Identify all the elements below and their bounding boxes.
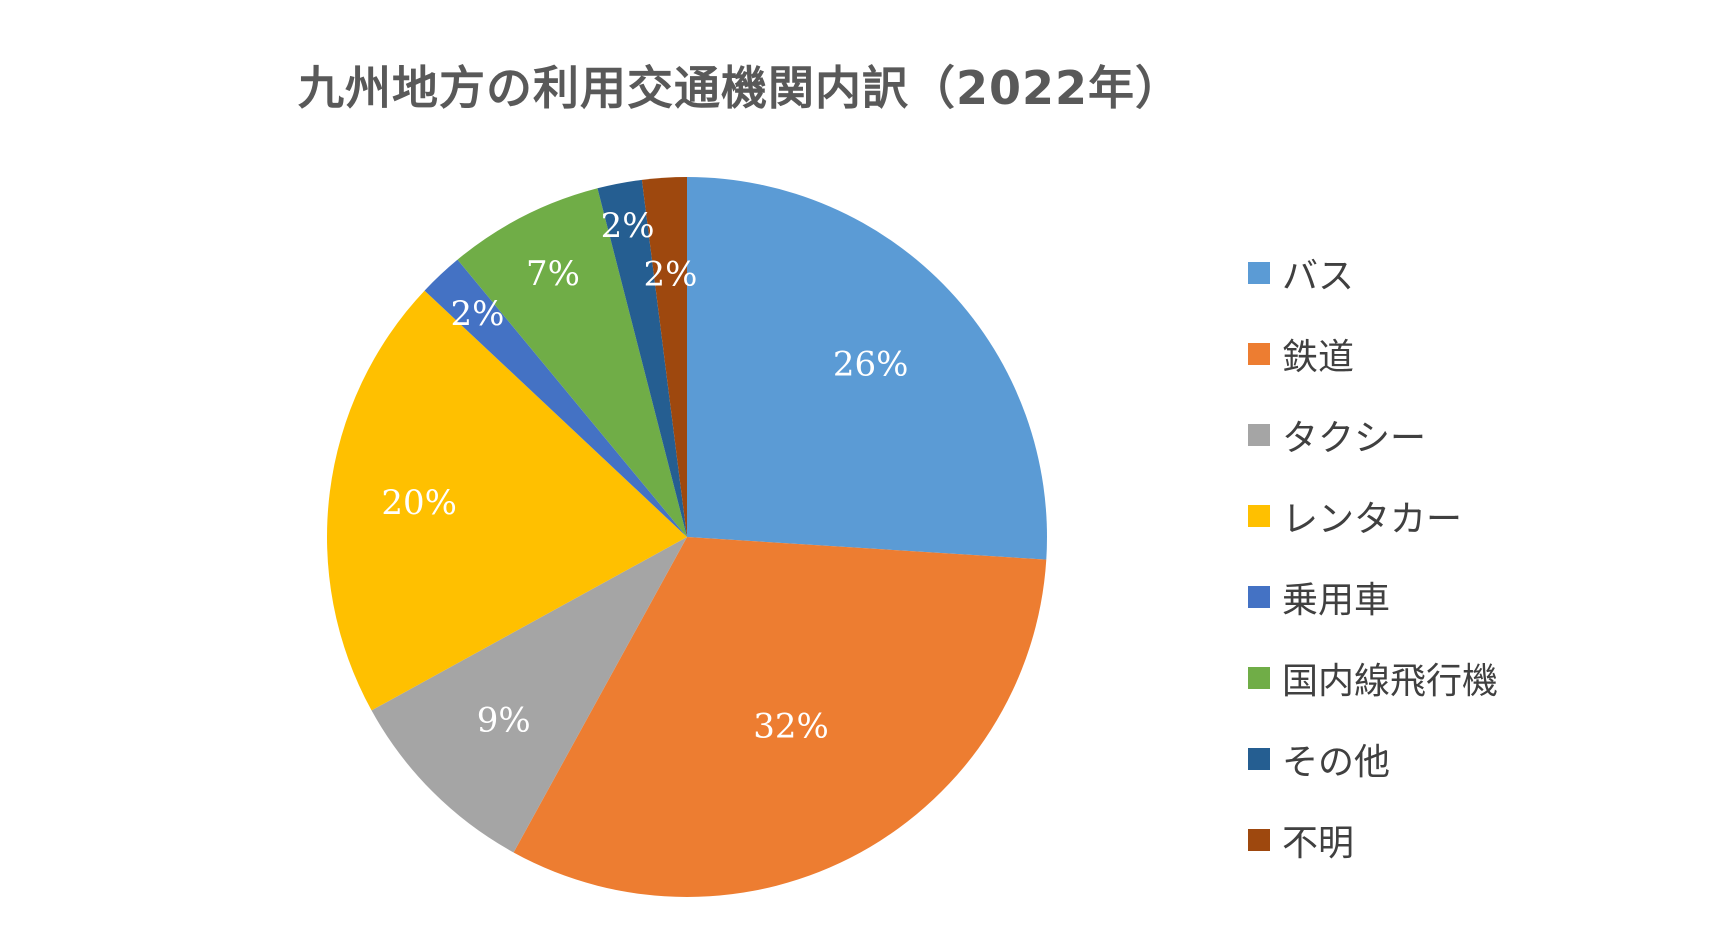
legend-label: レンタカー xyxy=(1282,498,1463,540)
pie-slice-5 xyxy=(424,259,687,537)
pie-data-labels: 26% 32% 9% 20% 2% 7% 2% 2% xyxy=(381,206,908,746)
legend-item: レンタカー xyxy=(1248,475,1498,556)
legend-label: バス xyxy=(1282,255,1355,297)
legend-label: 不明 xyxy=(1282,822,1355,864)
data-label-5: 2% xyxy=(451,294,505,334)
chart-legend: バス鉄道タクシーレンタカー乗用車国内線飛行機 その他不明 xyxy=(1248,232,1498,880)
data-label-1: 26% xyxy=(833,344,909,384)
data-label-4: 20% xyxy=(381,483,457,523)
pie-slice-1 xyxy=(687,176,1047,560)
data-label-6: 7% xyxy=(526,254,580,294)
legend-item: 鉄道 xyxy=(1248,313,1498,394)
data-label-8: 2% xyxy=(644,255,698,295)
legend-label: 鉄道 xyxy=(1282,336,1355,378)
legend-swatch xyxy=(1248,585,1270,608)
legend-item: タクシー xyxy=(1248,394,1498,475)
pie-slice-8 xyxy=(641,177,687,537)
pie-slices xyxy=(327,176,1047,897)
legend-swatch xyxy=(1248,747,1270,770)
legend-label: 乗用車 xyxy=(1282,579,1391,621)
legend-swatch xyxy=(1248,342,1270,365)
chart-title: 九州地方の利用交通機関内訳（2022年） xyxy=(297,61,1183,115)
legend-swatch xyxy=(1248,666,1270,689)
legend-item: バス xyxy=(1248,232,1498,313)
pie-slice-6 xyxy=(457,188,687,537)
legend-swatch xyxy=(1248,828,1270,851)
data-label-7: 2% xyxy=(601,206,655,246)
legend-item: その他 xyxy=(1248,718,1498,799)
pie-slice-4 xyxy=(327,290,687,711)
legend-item: 国内線飛行機 xyxy=(1248,637,1498,718)
pie-slice-7 xyxy=(597,179,687,537)
data-label-3: 9% xyxy=(477,700,531,740)
legend-item: 不明 xyxy=(1248,799,1498,880)
legend-label: 国内線飛行機 xyxy=(1282,660,1499,702)
legend-swatch xyxy=(1248,261,1270,284)
pie-slice-3 xyxy=(371,537,687,853)
legend-swatch xyxy=(1248,423,1270,446)
pie-slice-2 xyxy=(513,537,1047,897)
legend-label: その他 xyxy=(1282,741,1391,783)
data-label-2: 32% xyxy=(753,706,829,746)
legend-label: タクシー xyxy=(1282,417,1427,459)
legend-item: 乗用車 xyxy=(1248,556,1498,637)
legend-swatch xyxy=(1248,504,1270,527)
